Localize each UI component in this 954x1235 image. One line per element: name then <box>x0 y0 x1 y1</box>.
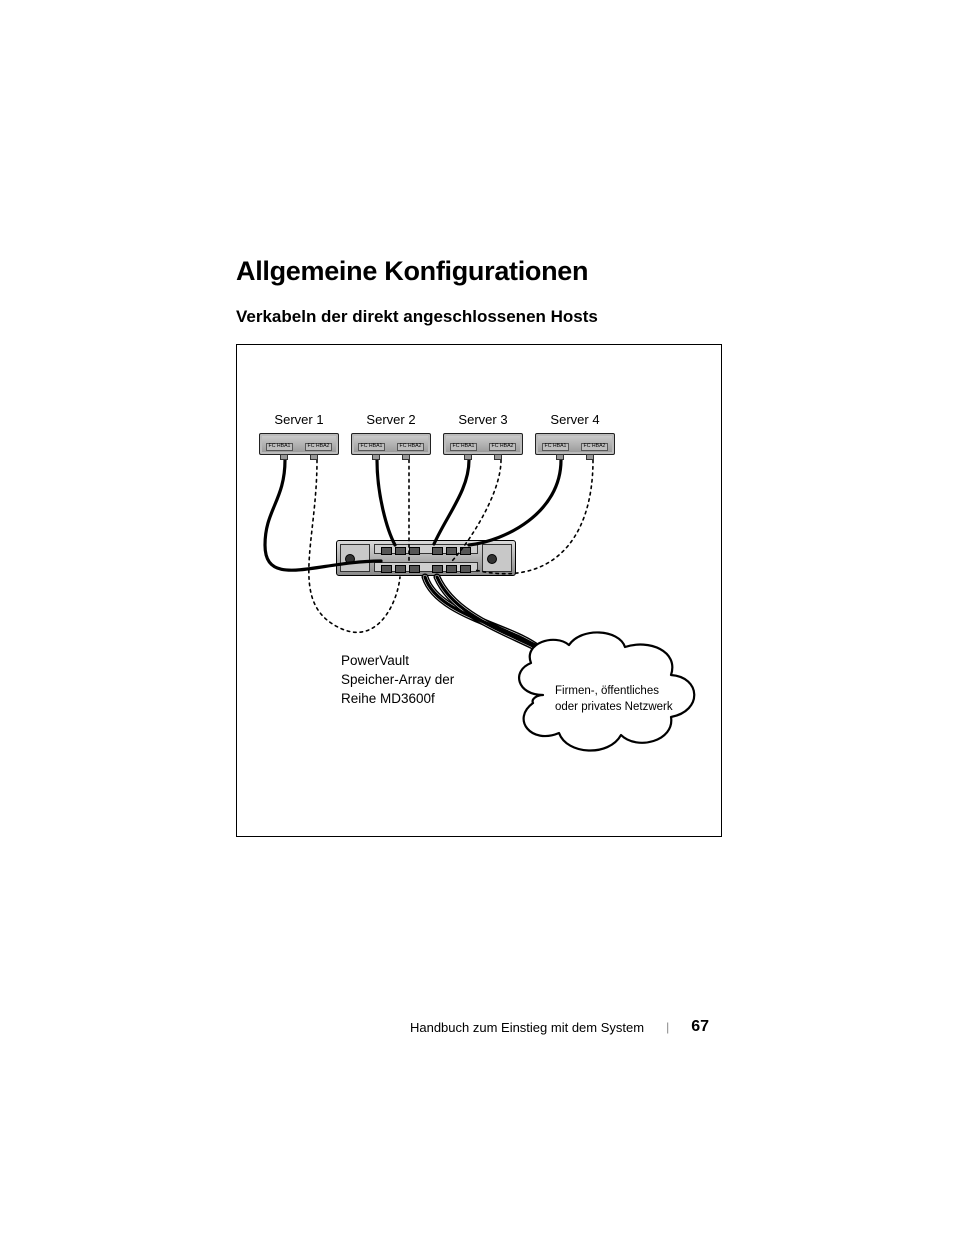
footer-page-number: 67 <box>691 1018 709 1036</box>
footer-separator: | <box>666 1020 669 1034</box>
server-label-4: Server 4 <box>535 412 615 427</box>
server-4: FC HBA1FC HBA2 <box>535 433 615 455</box>
server-label-1: Server 1 <box>259 412 339 427</box>
page-footer: Handbuch zum Einstieg mit dem System | 6… <box>410 1018 709 1036</box>
section-heading: Allgemeine Konfigurationen <box>236 256 588 287</box>
document-page: Allgemeine Konfigurationen Verkabeln der… <box>0 0 954 1235</box>
server-label-2: Server 2 <box>351 412 431 427</box>
network-diagram: PowerVaultSpeicher-Array derReihe MD3600… <box>237 345 721 836</box>
footer-book-title: Handbuch zum Einstieg mit dem System <box>410 1020 644 1035</box>
server-1: FC HBA1FC HBA2 <box>259 433 339 455</box>
server-label-3: Server 3 <box>443 412 523 427</box>
section-subheading: Verkabeln der direkt angeschlossenen Hos… <box>236 307 598 327</box>
cloud-label: Firmen-, öffentlichesoder privates Netzw… <box>555 683 695 715</box>
server-3: FC HBA1FC HBA2 <box>443 433 523 455</box>
figure-frame: PowerVaultSpeicher-Array derReihe MD3600… <box>236 344 722 837</box>
server-2: FC HBA1FC HBA2 <box>351 433 431 455</box>
